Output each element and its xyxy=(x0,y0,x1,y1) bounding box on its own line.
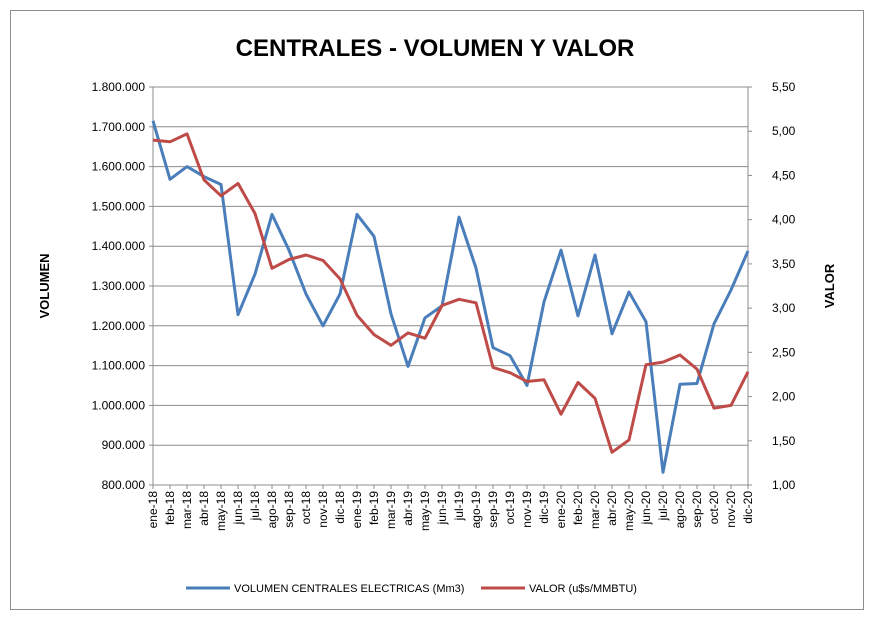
x-tick-label: dic-20 xyxy=(741,491,755,524)
x-tick-label: jun-19 xyxy=(435,491,449,526)
x-tick-label: mar-19 xyxy=(384,491,398,529)
x-tick-label: jun-18 xyxy=(231,491,245,526)
x-tick-label: oct-18 xyxy=(299,491,313,525)
x-tick-label: mar-20 xyxy=(588,491,602,529)
x-tick-label: may-20 xyxy=(622,491,636,531)
right-tick-label: 5,50 xyxy=(772,80,796,94)
left-tick-label: 1.100.000 xyxy=(92,359,146,373)
right-tick-label: 1,00 xyxy=(772,478,796,492)
x-tick-label: ene-19 xyxy=(350,491,364,529)
x-tick-label: may-18 xyxy=(214,491,228,531)
chart-title: CENTRALES - VOLUMEN Y VALOR xyxy=(236,35,635,62)
right-tick-label: 3,00 xyxy=(772,301,796,315)
right-tick-label: 5,00 xyxy=(772,124,796,138)
x-tick-label: jul-19 xyxy=(452,491,466,522)
x-tick-label: dic-19 xyxy=(537,491,551,524)
legend-label: VALOR (u$s/MMBTU) xyxy=(529,583,637,595)
left-tick-label: 1.200.000 xyxy=(92,319,146,333)
legend: VOLUMEN CENTRALES ELECTRICAS (Mm3) VALOR … xyxy=(186,583,637,595)
x-tick-label: feb-20 xyxy=(571,491,585,525)
right-tick-label: 1,50 xyxy=(772,434,796,448)
x-tick-label: ago-19 xyxy=(469,491,483,529)
x-tick-label: feb-18 xyxy=(163,491,177,525)
x-tick-label: ene-20 xyxy=(554,491,568,529)
x-tick-label: ene-18 xyxy=(146,491,160,529)
left-axis-title: VOLUMEN xyxy=(37,254,52,319)
right-tick-label: 3,50 xyxy=(772,257,796,271)
series-line-volumen xyxy=(151,120,750,474)
x-tick-label: ago-20 xyxy=(673,491,687,529)
x-axis-ticks: ene-18 feb-18 mar-18 abr-18 may-18 jun-18 jul-… xyxy=(146,485,755,531)
left-axis-ticks: 800.000 900.000 1.000.000 1.100.000 1.200.00… xyxy=(92,80,153,492)
x-tick-label: oct-19 xyxy=(503,491,517,525)
x-tick-label: jul-18 xyxy=(248,491,262,522)
x-tick-label: jun-20 xyxy=(639,491,653,526)
series-lines xyxy=(151,120,750,474)
left-tick-label: 1.700.000 xyxy=(92,120,146,134)
left-tick-label: 1.600.000 xyxy=(92,160,146,174)
left-tick-label: 1.800.000 xyxy=(92,80,146,94)
x-tick-label: abr-19 xyxy=(401,491,415,526)
x-tick-label: abr-18 xyxy=(197,491,211,526)
legend-label: VOLUMEN CENTRALES ELECTRICAS (Mm3) xyxy=(234,583,464,595)
left-tick-label: 800.000 xyxy=(102,478,146,492)
x-tick-label: nov-20 xyxy=(724,491,738,528)
x-tick-label: nov-19 xyxy=(520,491,534,528)
x-tick-label: abr-20 xyxy=(605,491,619,526)
right-tick-label: 2,00 xyxy=(772,390,796,404)
x-tick-label: jul-20 xyxy=(656,491,670,522)
right-axis-ticks: 1,00 1,50 2,00 2,50 3,00 3,50 4,00 4,50 5,00 5,50 xyxy=(748,80,796,492)
left-tick-label: 1.400.000 xyxy=(92,239,146,253)
x-tick-label: oct-20 xyxy=(707,491,721,525)
x-tick-label: mar-18 xyxy=(180,491,194,529)
x-tick-label: sep-20 xyxy=(690,491,704,528)
right-tick-label: 4,00 xyxy=(772,213,796,227)
right-tick-label: 4,50 xyxy=(772,168,796,182)
left-tick-label: 1.500.000 xyxy=(92,199,146,213)
x-tick-label: sep-18 xyxy=(282,491,296,528)
x-tick-label: sep-19 xyxy=(486,491,500,528)
left-tick-label: 900.000 xyxy=(102,438,146,452)
series-line-valor xyxy=(152,132,750,454)
left-tick-label: 1.000.000 xyxy=(92,398,146,412)
x-tick-label: feb-19 xyxy=(367,491,381,525)
x-tick-label: dic-18 xyxy=(333,491,347,524)
x-tick-label: ago-18 xyxy=(265,491,279,529)
right-axis-title: VALOR xyxy=(822,263,837,308)
right-tick-label: 2,50 xyxy=(772,345,796,359)
x-tick-label: may-19 xyxy=(418,491,432,531)
x-tick-label: nov-18 xyxy=(316,491,330,528)
left-tick-label: 1.300.000 xyxy=(92,279,146,293)
